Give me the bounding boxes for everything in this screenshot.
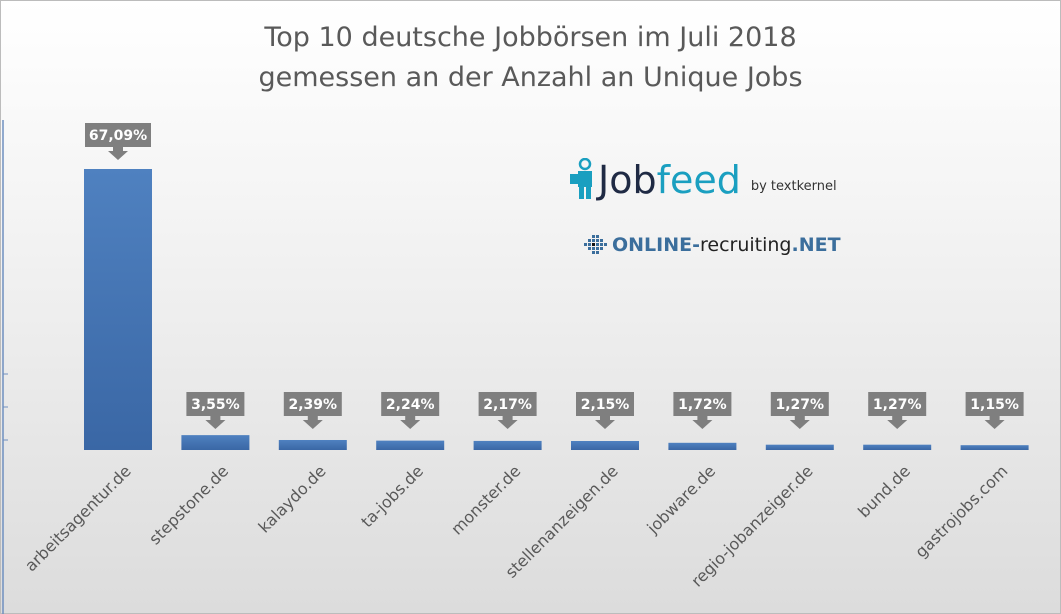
jobfeed-logo: Jobfeed by textkernel — [568, 158, 837, 200]
data-label-arrow-icon — [692, 416, 713, 429]
bar — [84, 169, 152, 450]
bar — [863, 444, 932, 450]
data-label-arrow-icon — [400, 416, 421, 429]
data-label: 1,27% — [776, 397, 825, 413]
data-label: 2,24% — [386, 397, 435, 413]
bar — [765, 444, 834, 450]
data-label-box — [770, 392, 829, 416]
data-label-arrow-icon — [789, 416, 810, 429]
data-label-arrow-icon — [984, 416, 1005, 429]
x-tick-label: ta-jobs.de — [357, 461, 427, 531]
bar — [473, 440, 542, 450]
bar — [376, 440, 445, 450]
data-label-box — [478, 392, 537, 416]
data-label: 1,15% — [970, 397, 1019, 413]
data-label: 2,15% — [581, 397, 630, 413]
data-label: 3,55% — [191, 397, 240, 413]
data-label-arrow-icon — [887, 416, 908, 429]
x-tick-label: jobware.de — [643, 461, 720, 538]
data-label: 67,09% — [89, 128, 147, 144]
data-label-arrow-icon — [595, 416, 615, 429]
online-recruiting-logo: ONLINE-recruiting .NET — [584, 234, 841, 256]
data-label-box — [381, 392, 440, 416]
data-label-box — [85, 123, 151, 147]
data-label-arrow-icon — [497, 416, 518, 429]
title-line-1: Top 10 deutsche Jobbörsen im Juli 2018 — [264, 22, 797, 53]
data-label-arrow-icon — [205, 416, 226, 429]
data-label: 1,27% — [873, 397, 922, 413]
x-tick-label: kalaydo.de — [254, 461, 329, 536]
x-tick-label: stepstone.de — [145, 461, 232, 548]
data-label: 2,17% — [483, 397, 532, 413]
data-label-arrow-icon — [302, 416, 323, 429]
data-label-box — [868, 392, 927, 416]
bar — [668, 442, 737, 450]
data-label-box — [186, 392, 245, 416]
x-tick-label: gastrojobs.com — [911, 461, 1011, 561]
bar — [571, 440, 639, 450]
x-tick-label: arbeitsagentur.de — [21, 461, 135, 575]
data-label-box — [283, 392, 342, 416]
data-label-box — [576, 392, 634, 416]
data-label-box — [673, 392, 732, 416]
data-label-arrow-icon — [108, 147, 128, 160]
data-label-box — [965, 392, 1024, 416]
x-tick-label: monster.de — [447, 461, 524, 538]
bar — [278, 439, 347, 450]
title-line-2: gemessen an der Anzahl an Unique Jobs — [258, 62, 803, 93]
dot-grid-icon — [584, 235, 607, 254]
x-tick-label: bund.de — [854, 461, 914, 521]
data-label: 1,72% — [678, 397, 727, 413]
data-label: 2,39% — [289, 397, 338, 413]
chart-title: Top 10 deutsche Jobbörsen im Juli 2018 g… — [0, 18, 1061, 98]
bar — [960, 445, 1029, 450]
bar — [181, 435, 250, 450]
jobfeed-person-icon — [570, 158, 592, 199]
